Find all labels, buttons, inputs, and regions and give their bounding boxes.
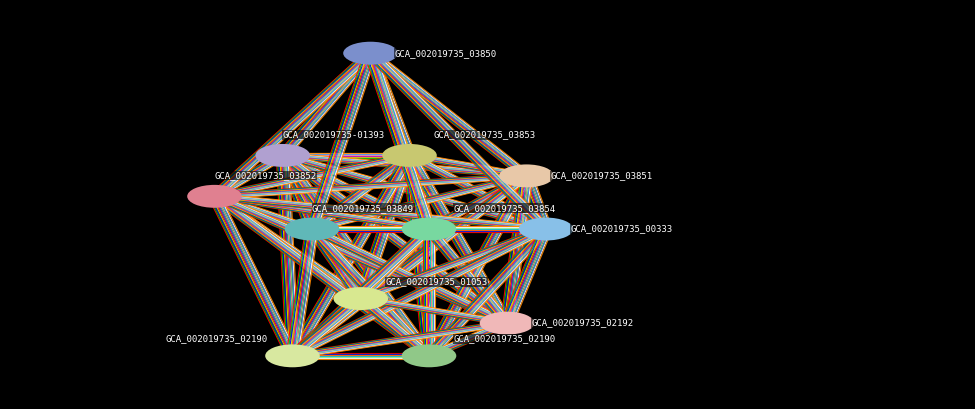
Circle shape xyxy=(333,287,388,310)
Circle shape xyxy=(480,312,534,335)
Circle shape xyxy=(265,344,320,367)
Text: GCA_002019735_01053: GCA_002019735_01053 xyxy=(385,277,488,286)
Circle shape xyxy=(187,185,242,208)
Text: GCA_002019735_03851: GCA_002019735_03851 xyxy=(551,171,653,180)
Text: GCA_002019735_03854: GCA_002019735_03854 xyxy=(453,204,556,213)
Circle shape xyxy=(499,164,554,187)
Circle shape xyxy=(402,218,456,240)
Circle shape xyxy=(382,144,437,167)
Circle shape xyxy=(402,344,456,367)
Circle shape xyxy=(255,144,310,167)
Text: GCA_002019735_00333: GCA_002019735_00333 xyxy=(570,225,673,234)
Text: GCA_002019735_03850: GCA_002019735_03850 xyxy=(395,49,497,58)
Text: GCA_002019735_02190: GCA_002019735_02190 xyxy=(453,335,556,344)
Text: GCA_002019735_03852: GCA_002019735_03852 xyxy=(214,171,317,180)
Text: GCA_002019735_03853: GCA_002019735_03853 xyxy=(434,130,536,139)
Text: GCA_002019735_03849: GCA_002019735_03849 xyxy=(312,204,414,213)
Text: GCA_002019735-01393: GCA_002019735-01393 xyxy=(283,130,385,139)
Text: GCA_002019735_02192: GCA_002019735_02192 xyxy=(531,319,634,328)
Circle shape xyxy=(285,218,339,240)
Circle shape xyxy=(519,218,573,240)
Text: GCA_002019735_02190: GCA_002019735_02190 xyxy=(166,335,268,344)
Circle shape xyxy=(343,42,398,65)
